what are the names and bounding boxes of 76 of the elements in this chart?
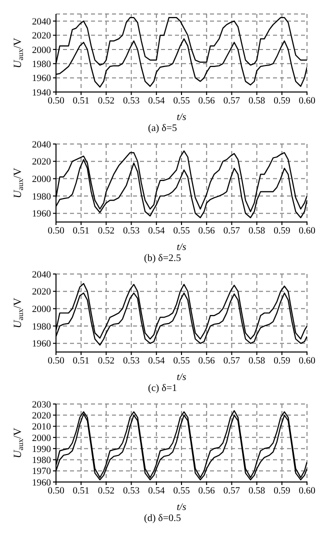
x-tick-label: 0.55	[173, 486, 190, 497]
y-tick-label: 2000	[32, 434, 52, 444]
x-tick-label: 0.60	[298, 486, 316, 497]
x-tick-label: 0.56	[198, 96, 216, 107]
x-tick-label: 0.54	[148, 226, 165, 237]
x-tick-label: 0.58	[248, 96, 266, 107]
y-tick-label: 2010	[32, 422, 52, 433]
x-tick-label: 0.57	[223, 356, 240, 367]
x-tick-label: 0.54	[148, 486, 165, 497]
x-tick-label: 0.60	[298, 96, 316, 107]
y-tick-label: 2030	[32, 400, 52, 410]
y-tick-label: 1970	[32, 467, 52, 478]
x-tick-label: 0.59	[274, 486, 290, 497]
x-tick-label: 0.51	[72, 96, 90, 107]
y-tick-label: 1990	[32, 444, 52, 455]
x-axis-title: t/s	[176, 242, 186, 253]
y-tick-label: 2040	[32, 140, 52, 150]
x-tick-label: 0.53	[122, 356, 140, 367]
y-tick-label: 2020	[32, 288, 52, 298]
x-tick-label: 0.51	[72, 226, 90, 237]
text: (a) δ=5	[147, 122, 178, 136]
y-tick-label: 2000	[32, 46, 52, 56]
x-tick-label: 0.55	[173, 356, 190, 367]
x-tick-label: 0.50	[48, 96, 65, 107]
y-tick-label: 1960	[32, 210, 52, 220]
x-tick-label: 0.58	[248, 486, 266, 497]
x-tick-label: 0.57	[223, 96, 240, 107]
y-tick-label: 2020	[32, 32, 52, 42]
x-tick-label: 0.52	[98, 96, 115, 107]
x-tick-label: 0.59	[274, 226, 290, 237]
y-tick-label: 1980	[32, 192, 52, 202]
x-tick-label: 0.59	[274, 96, 290, 107]
x-tick-label: 0.57	[223, 226, 240, 237]
y-tick-label: 1960	[32, 478, 52, 488]
y-tick-label: 1980	[32, 456, 52, 466]
x-tick-label: 0.50	[48, 356, 65, 367]
x-tick-label: 0.53	[122, 486, 140, 497]
y-tick-label: 2020	[32, 412, 52, 422]
x-tick-label: 0.59	[274, 356, 290, 367]
x-tick-label: 0.52	[98, 486, 115, 497]
x-tick-label: 0.52	[98, 226, 115, 237]
x-tick-label: 0.53	[122, 96, 140, 107]
x-axis-title: t/s	[176, 502, 186, 513]
y-tick-label: 2040	[32, 17, 52, 28]
y-tick-label: 1940	[32, 88, 52, 98]
x-tick-label: 0.50	[48, 486, 65, 497]
x-tick-label: 0.57	[223, 486, 240, 497]
x-tick-label: 0.56	[198, 356, 216, 367]
y-tick-label: 2020	[32, 158, 52, 168]
x-tick-label: 0.54	[148, 356, 165, 367]
x-tick-label: 0.51	[72, 356, 90, 367]
y-tick-label: 2000	[32, 175, 52, 186]
y-tick-label: 1980	[32, 60, 52, 70]
text: (d) δ=0.5	[142, 512, 182, 526]
x-tick-label: 0.55	[173, 226, 190, 237]
x-axis-title: t/s	[176, 112, 186, 123]
x-tick-label: 0.56	[198, 486, 216, 497]
x-tick-label: 0.60	[298, 356, 316, 367]
y-tick-label: 2040	[32, 270, 52, 280]
x-tick-label: 0.55	[173, 96, 190, 107]
text: (c) δ=1	[147, 382, 178, 396]
x-tick-label: 0.53	[122, 226, 140, 237]
x-tick-label: 0.50	[48, 226, 65, 237]
x-tick-label: 0.52	[98, 356, 115, 367]
y-tick-label: 1980	[32, 322, 52, 332]
x-tick-label: 0.56	[198, 226, 216, 237]
x-tick-label: 0.58	[248, 356, 266, 367]
y-tick-label: 1960	[32, 74, 52, 84]
x-axis-title: t/s	[176, 372, 186, 383]
x-tick-label: 0.60	[298, 226, 316, 237]
y-tick-label: 2000	[32, 305, 52, 316]
text: (b) δ=2.5	[142, 252, 182, 266]
x-tick-label: 0.51	[72, 486, 90, 497]
y-tick-label: 1960	[32, 340, 52, 350]
x-tick-label: 0.58	[248, 226, 266, 237]
x-tick-label: 0.54	[148, 96, 165, 107]
